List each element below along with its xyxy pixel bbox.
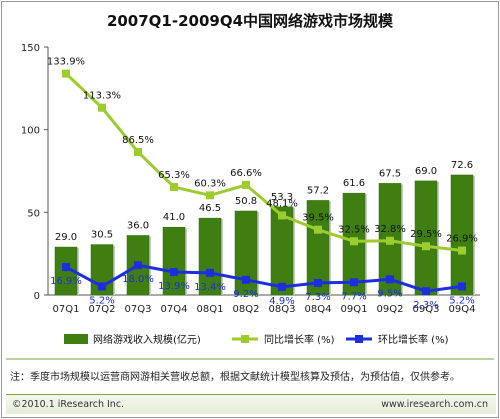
x-tick-label: 08Q1 xyxy=(197,304,224,315)
x-tick-label: 07Q3 xyxy=(125,304,152,315)
y-tick-label: 100 xyxy=(21,126,40,137)
point-data-label: 133.9% xyxy=(47,57,85,68)
series-point xyxy=(242,275,250,284)
chart-title: 2007Q1-2009Q4中国网络游戏市场规模 xyxy=(107,12,394,30)
legend-swatch-marker xyxy=(355,335,363,343)
x-tick-label: 07Q4 xyxy=(161,304,188,315)
y-tick-label: 50 xyxy=(27,208,40,219)
series-point xyxy=(170,183,178,192)
point-data-label: 5.2% xyxy=(449,295,474,306)
point-data-label: 9.5% xyxy=(377,288,402,299)
bar-data-label: 46.5 xyxy=(199,203,221,214)
series-point xyxy=(422,287,430,296)
bar-data-label: 67.5 xyxy=(379,168,401,179)
point-data-label: 7.7% xyxy=(341,291,366,302)
footer-bar: ©2010.1 iResearch Inc. www.iresearch.com… xyxy=(6,394,496,414)
series-point xyxy=(98,282,106,291)
bar-data-label: 41.0 xyxy=(163,212,185,223)
point-data-label: 66.6% xyxy=(230,168,262,179)
series-line xyxy=(65,263,463,293)
point-data-label: 60.3% xyxy=(194,178,226,189)
series-point xyxy=(314,225,322,234)
point-data-label: 32.5% xyxy=(338,224,370,235)
series-point xyxy=(458,282,466,291)
point-data-label: 32.8% xyxy=(374,224,406,235)
y-tick-label: 150 xyxy=(21,43,40,54)
y-tick-label: 0 xyxy=(34,291,40,302)
x-tick-label: 09Q4 xyxy=(449,304,476,315)
x-tick-label: 08Q4 xyxy=(305,304,332,315)
point-data-label: 18.0% xyxy=(122,274,154,285)
bar xyxy=(270,206,294,296)
series-point xyxy=(458,246,466,255)
point-data-label: 13.9% xyxy=(158,281,190,292)
series-point xyxy=(242,180,250,189)
copyright-text: ©2010.1 iResearch Inc. xyxy=(12,399,125,410)
x-tick-label: 09Q3 xyxy=(413,304,440,315)
series-point xyxy=(134,147,142,156)
series-point xyxy=(62,263,70,272)
legend-swatch-bar xyxy=(64,334,88,344)
point-data-label: 29.5% xyxy=(410,229,442,240)
series-line xyxy=(64,72,463,253)
legend-label-bar: 网络游戏收入规模(亿元) xyxy=(93,333,201,346)
series-point xyxy=(98,103,106,112)
bar xyxy=(234,210,258,296)
chart: 2007Q1-2009Q4中国网络游戏市场规模 0 50 100 150 29.0 30.5… xyxy=(6,12,494,360)
bar-data-label: 61.6 xyxy=(343,178,365,189)
bar-data-label: 53.3 xyxy=(271,192,293,203)
series-point xyxy=(422,242,430,251)
point-data-label: 65.3% xyxy=(158,170,190,181)
series-point xyxy=(386,236,394,245)
series-point xyxy=(134,261,142,270)
point-data-label: 26.9% xyxy=(446,234,478,245)
x-tick-label: 08Q2 xyxy=(233,304,260,315)
footnote: 注：季度市场规模以运营商网游相关营收总额，根据文献统计模型核算及预估，为预估值，… xyxy=(10,372,460,383)
point-data-label: 13.4% xyxy=(194,282,226,293)
series-point xyxy=(350,237,358,246)
series-point xyxy=(206,191,214,200)
series-point xyxy=(278,211,286,220)
bar-data-label: 57.2 xyxy=(307,185,329,196)
bar-data-label: 50.8 xyxy=(235,196,257,207)
point-data-label: 16.9% xyxy=(50,276,82,287)
point-data-label: 48.1% xyxy=(266,198,298,209)
series-point xyxy=(278,282,286,291)
bar-data-label: 36.0 xyxy=(127,220,149,231)
x-tick-label: 09Q1 xyxy=(341,304,368,315)
bar-data-label: 69.0 xyxy=(415,166,437,177)
point-data-label: 5.2% xyxy=(89,295,114,306)
series-point xyxy=(350,278,358,287)
x-tick-label: 08Q3 xyxy=(269,304,296,315)
legend-label-line: 同比增长率 (%) xyxy=(264,333,335,346)
bar xyxy=(162,226,186,296)
series-point xyxy=(62,69,70,78)
series-point xyxy=(386,275,394,284)
point-data-label: 86.5% xyxy=(122,135,154,146)
bar xyxy=(198,217,222,296)
point-data-label: 9.2% xyxy=(233,289,258,300)
legend-swatch-marker xyxy=(241,335,249,343)
series-point xyxy=(206,268,214,277)
point-data-label: 113.3% xyxy=(83,91,121,102)
bar-data-label: 30.5 xyxy=(91,230,113,241)
x-tick-label: 07Q2 xyxy=(89,304,116,315)
x-tick-label: 09Q2 xyxy=(377,304,404,315)
bar-data-label: 72.6 xyxy=(451,160,473,171)
website-link[interactable]: www.iresearch.com.cn xyxy=(381,399,488,410)
legend-label-line: 环比增长率 (%) xyxy=(378,333,449,346)
series-point xyxy=(170,268,178,277)
point-data-label: 7.3% xyxy=(305,292,330,303)
x-tick-label: 07Q1 xyxy=(53,304,80,315)
point-data-label: 4.9% xyxy=(269,296,294,307)
bar-data-label: 29.0 xyxy=(55,232,77,243)
bar xyxy=(306,200,330,296)
bar xyxy=(450,174,474,296)
point-data-label: 39.5% xyxy=(302,213,334,224)
series-point xyxy=(314,278,322,287)
point-data-label: 2.3% xyxy=(413,300,438,311)
